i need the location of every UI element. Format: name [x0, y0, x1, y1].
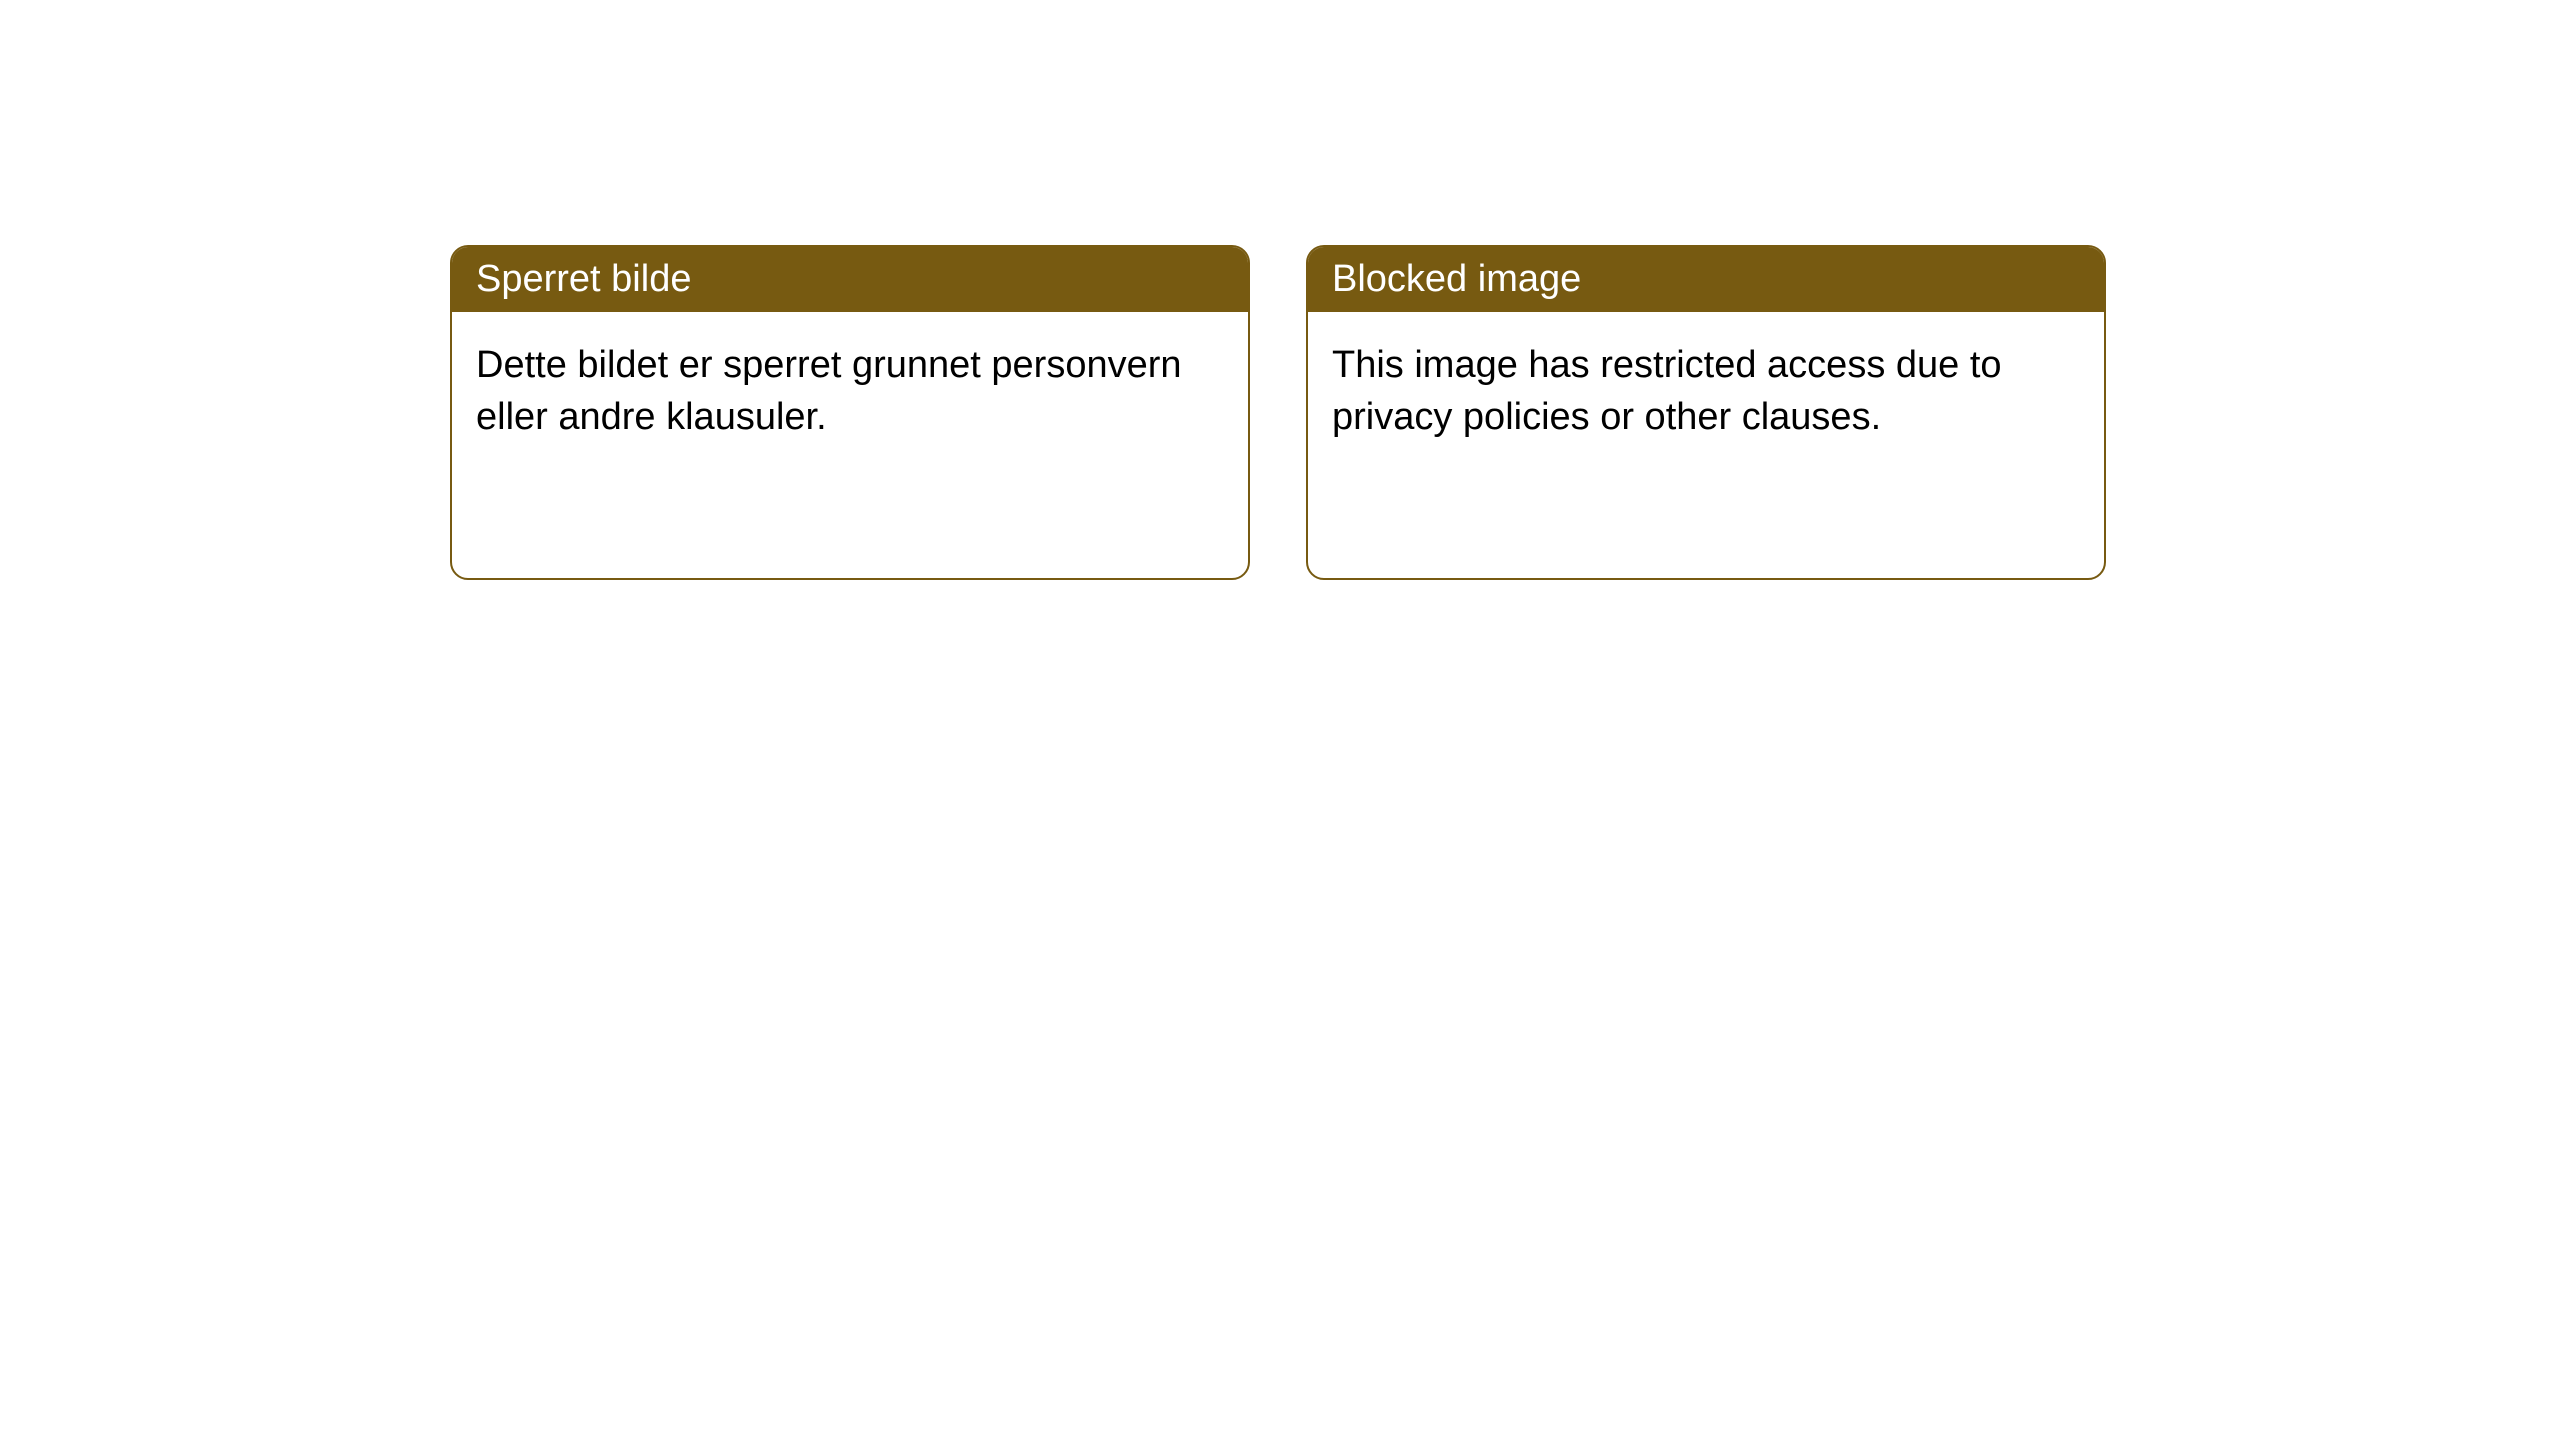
notice-title: Blocked image: [1308, 247, 2104, 312]
notice-body: Dette bildet er sperret grunnet personve…: [452, 312, 1248, 471]
notice-body: This image has restricted access due to …: [1308, 312, 2104, 471]
notice-container: Sperret bilde Dette bildet er sperret gr…: [0, 0, 2560, 580]
notice-title: Sperret bilde: [452, 247, 1248, 312]
notice-card-english: Blocked image This image has restricted …: [1306, 245, 2106, 580]
notice-card-norwegian: Sperret bilde Dette bildet er sperret gr…: [450, 245, 1250, 580]
